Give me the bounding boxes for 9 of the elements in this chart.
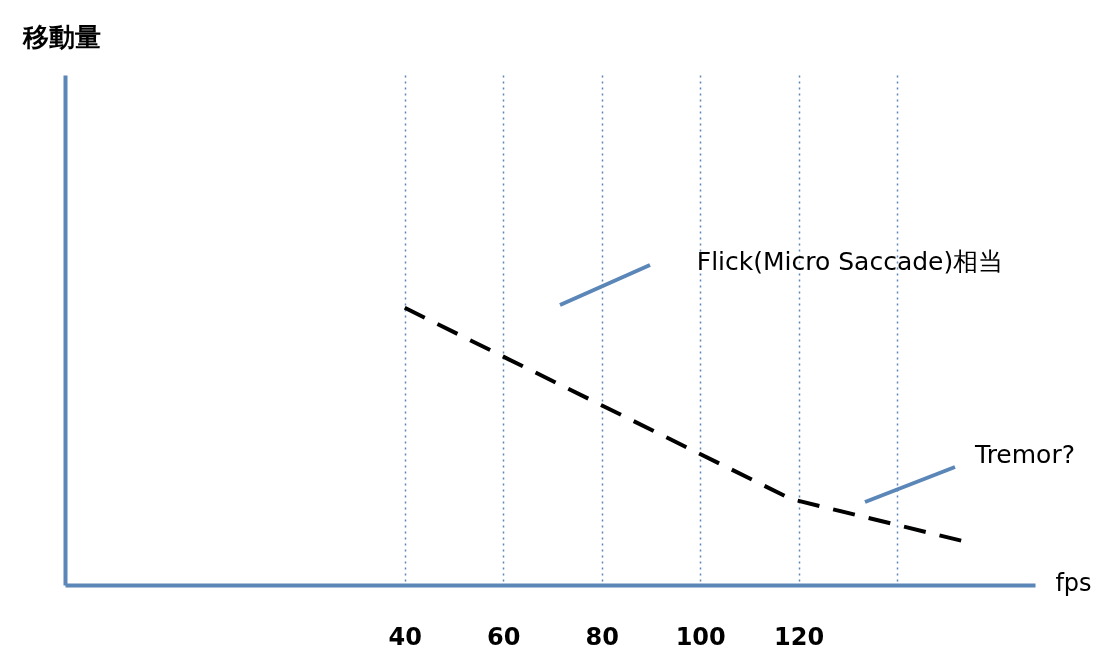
annotation: Tremor? — [974, 440, 1075, 469]
text: 移動量 — [22, 22, 101, 52]
x-tick-label: 40 — [388, 622, 422, 651]
x-tick-label: 100 — [675, 622, 726, 651]
x-axis-title: fps — [1055, 568, 1092, 597]
text: Flick(Micro Saccade)相当 — [696, 247, 1004, 276]
x-tick-label: 60 — [487, 622, 521, 651]
x-tick-label: 80 — [585, 622, 619, 651]
x-tick-label: 120 — [774, 622, 825, 651]
